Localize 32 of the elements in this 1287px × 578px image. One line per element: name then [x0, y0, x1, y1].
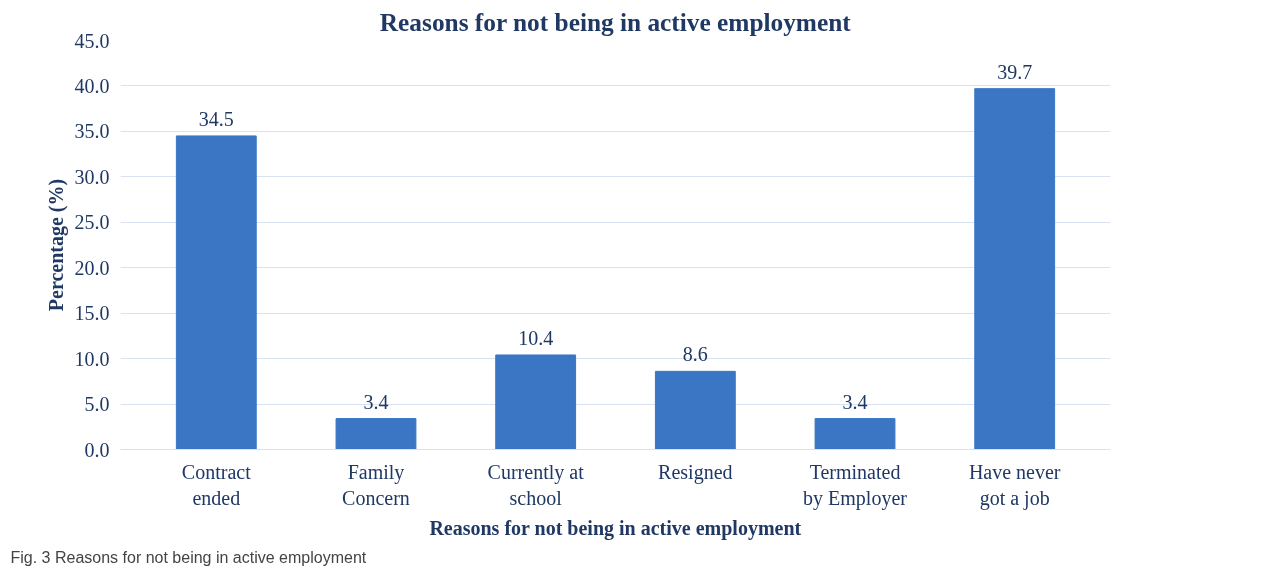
- bar: [814, 418, 896, 450]
- data-label: 3.4: [842, 390, 868, 413]
- x-tick-label: Contract ended: [181, 460, 252, 509]
- y-tick-label: 0.0: [84, 438, 110, 461]
- y-tick-label: 20.0: [74, 256, 110, 279]
- bar: [974, 88, 1056, 450]
- x-tick-label: Currently at school: [487, 460, 585, 509]
- y-tick-label: 40.0: [74, 74, 110, 97]
- x-tick-label: Resigned: [658, 460, 733, 484]
- y-tick-label: 15.0: [74, 302, 110, 325]
- bar: [335, 418, 417, 450]
- y-axis-title: Percentage (%): [44, 178, 68, 312]
- x-tick-label: Have never got a job: [968, 460, 1061, 510]
- data-label: 34.5: [198, 107, 234, 130]
- y-tick-label: 5.0: [84, 393, 110, 416]
- data-label: 39.7: [997, 60, 1033, 83]
- y-tick-label: 25.0: [74, 211, 110, 234]
- bar: [175, 135, 257, 450]
- data-label: 8.6: [682, 343, 708, 366]
- y-tick-label: 45.0: [74, 29, 110, 52]
- x-axis-title: Reasons for not being in active employment: [429, 516, 802, 540]
- chart-title: Reasons for not being in active employment: [379, 7, 852, 36]
- bar: [495, 354, 577, 450]
- caption: Fig. 3 Reasons for not being in active employment: [10, 548, 367, 566]
- y-tick-label: 35.0: [74, 120, 110, 143]
- bar: [654, 370, 736, 450]
- y-tick-label: 30.0: [74, 165, 110, 188]
- data-label: 3.4: [363, 390, 389, 413]
- x-tick-label: Terminated by Employer: [803, 460, 908, 510]
- x-tick-label: Family Concern: [342, 460, 410, 509]
- y-tick-label: 10.0: [74, 347, 110, 370]
- data-label: 10.4: [518, 326, 554, 349]
